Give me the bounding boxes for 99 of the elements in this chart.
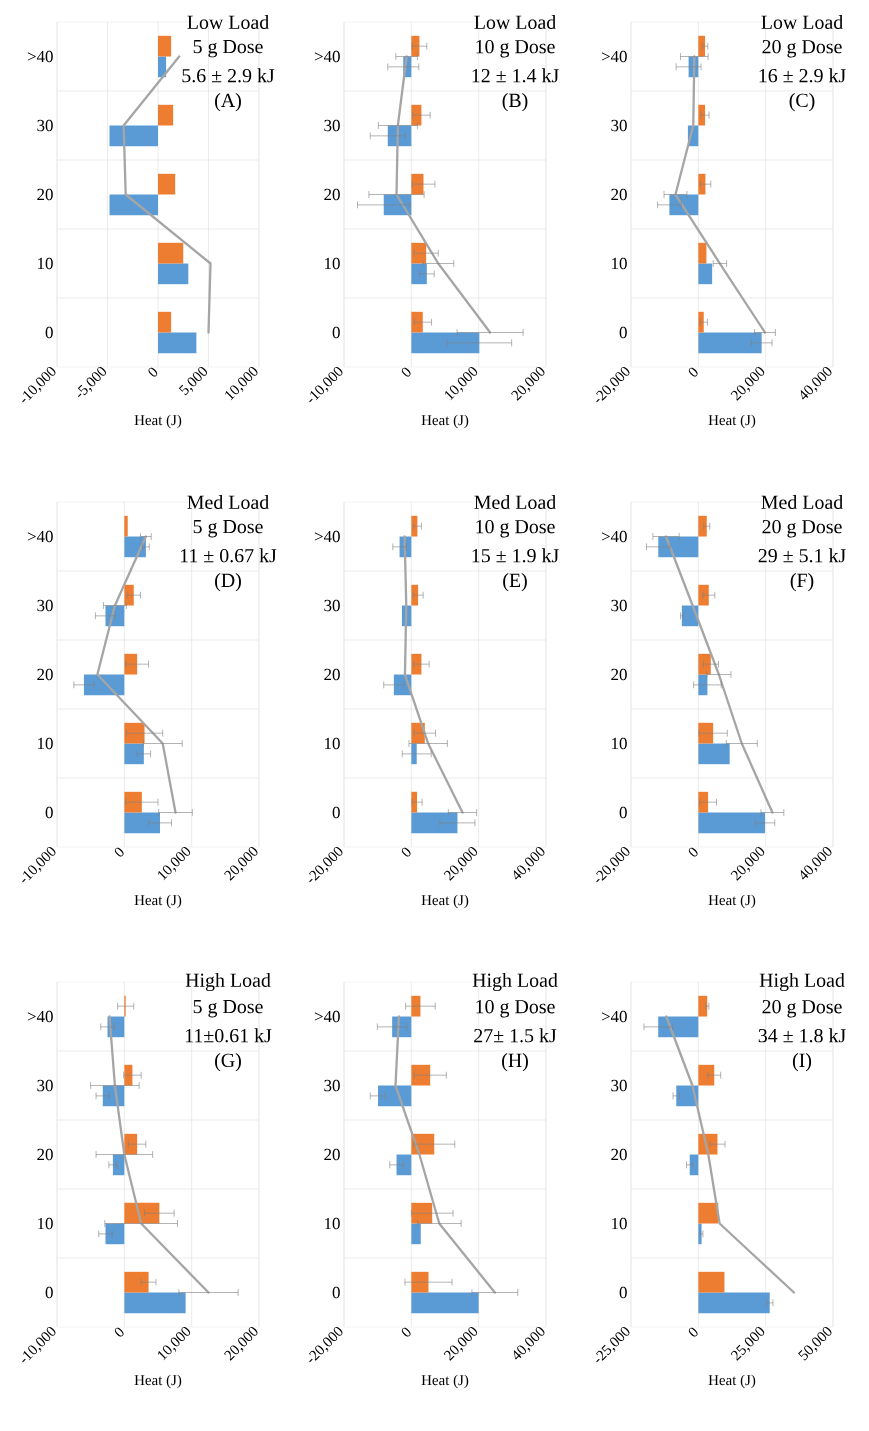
annotation: 5.6 ± 2.9 kJ	[182, 68, 275, 83]
y-tick-label: >40	[314, 50, 340, 63]
annotation: 11 ± 0.67 kJ	[180, 548, 277, 563]
annotation: 27± 1.5 kJ	[474, 1028, 557, 1043]
x-axis-title: Heat (J)	[708, 894, 756, 909]
chart-title: High Load	[185, 972, 271, 992]
y-tick-label: >40	[601, 530, 627, 543]
chart-title: Med Load	[761, 494, 843, 510]
annotation: (A)	[215, 93, 241, 112]
y-tick-label: 20	[324, 188, 340, 201]
y-tick-label: 10	[612, 737, 627, 750]
text: 5 g Dose	[193, 1000, 263, 1018]
x-axis-title: Heat (J)	[421, 1374, 469, 1389]
y-tick-label: 30	[611, 1079, 627, 1092]
text: 10 g Dose	[476, 999, 555, 1018]
y-tick-label: 30	[37, 119, 53, 132]
x-axis-title: Heat (J)	[134, 1374, 182, 1389]
annotation: (I)	[792, 1053, 812, 1072]
annotation: 16 ± 2.9 kJ	[759, 68, 846, 83]
y-tick-label: 20	[324, 1148, 340, 1161]
x-tick-label: 0	[401, 1327, 411, 1337]
annotation: 29 ± 5.1 kJ	[758, 548, 846, 563]
annotation: 15 ± 1.9 kJ	[472, 548, 559, 563]
x-tick-label: 0	[401, 847, 411, 857]
y-tick-label: 30	[37, 1079, 53, 1092]
text: 5 g Dose	[193, 40, 263, 58]
x-tick-label: 0	[688, 1327, 698, 1337]
y-tick-label: 10	[38, 737, 53, 750]
y-tick-label: 10	[325, 257, 340, 270]
y-tick-label: 30	[324, 1079, 340, 1092]
y-tick-label: 20	[611, 668, 627, 681]
y-tick-label: 10	[612, 257, 627, 270]
chart-title: High Load	[472, 972, 558, 992]
text: 20 g Dose	[762, 999, 842, 1018]
x-tick-label: 0	[688, 847, 698, 857]
chart-title: Low Load	[474, 14, 556, 29]
y-tick-label: >40	[314, 1010, 340, 1023]
annotation: (D)	[215, 573, 241, 592]
y-tick-label: 20	[324, 668, 340, 681]
y-tick-label: 0	[332, 806, 340, 819]
annotation: (C)	[789, 93, 815, 112]
y-tick-label: 0	[45, 806, 53, 819]
y-tick-label: 10	[38, 257, 53, 270]
x-tick-label: 0	[688, 367, 698, 377]
text: 5 g Dose	[193, 520, 263, 538]
x-axis-title: Heat (J)	[708, 1374, 756, 1389]
chart-title: High Load	[759, 972, 845, 992]
annotation: 11±0.61 kJ	[185, 1028, 272, 1043]
x-tick-label: 0	[148, 367, 158, 377]
annotation: 12 ± 1.4 kJ	[472, 68, 559, 83]
chart-title: Med Load	[474, 494, 556, 510]
annotation: (G)	[215, 1053, 241, 1072]
y-tick-label: 0	[619, 1286, 627, 1299]
x-tick-label: 0	[114, 1327, 124, 1337]
y-tick-label: 0	[619, 806, 627, 819]
annotation: 34 ± 1.8 kJ	[758, 1028, 846, 1043]
x-axis-title: Heat (J)	[421, 894, 469, 909]
x-axis-title: Heat (J)	[134, 894, 182, 909]
y-tick-label: 0	[332, 326, 340, 339]
y-tick-label: 30	[611, 119, 627, 132]
x-tick-label: 0	[401, 367, 411, 377]
y-tick-label: >40	[27, 1010, 53, 1023]
y-tick-label: 0	[45, 1286, 53, 1299]
chart-title: Low Load	[187, 14, 269, 29]
text: 10 g Dose	[476, 39, 555, 58]
annotation: (F)	[790, 573, 814, 592]
y-tick-label: 30	[611, 599, 627, 612]
y-tick-label: >40	[601, 1010, 627, 1023]
y-tick-label: 0	[619, 326, 627, 339]
x-axis-title: Heat (J)	[708, 414, 756, 429]
y-tick-label: 30	[324, 119, 340, 132]
x-axis-title: Heat (J)	[134, 414, 182, 429]
x-tick-label: 0	[114, 847, 124, 857]
y-tick-label: 20	[37, 668, 53, 681]
chart-title: Med Load	[187, 494, 269, 510]
chart-title: Low Load	[761, 14, 843, 29]
text: 20 g Dose	[762, 519, 842, 538]
annotation: (H)	[502, 1053, 528, 1072]
y-tick-label: 20	[37, 188, 53, 201]
y-tick-label: 10	[612, 1217, 627, 1230]
y-tick-label: 10	[325, 1217, 340, 1230]
annotation: (B)	[502, 93, 528, 112]
y-tick-label: 10	[38, 1217, 53, 1230]
y-tick-label: 30	[324, 599, 340, 612]
y-tick-label: 20	[611, 188, 627, 201]
x-axis-title: Heat (J)	[421, 414, 469, 429]
text: 10 g Dose	[476, 519, 555, 538]
annotation: (E)	[503, 573, 527, 592]
y-tick-label: >40	[27, 50, 53, 63]
text: 20 g Dose	[762, 39, 842, 58]
y-tick-label: >40	[601, 50, 627, 63]
y-tick-label: 20	[37, 1148, 53, 1161]
y-tick-label: 10	[325, 737, 340, 750]
y-tick-label: >40	[314, 530, 340, 543]
y-tick-label: 0	[45, 326, 53, 339]
y-tick-label: 30	[37, 599, 53, 612]
y-tick-label: 20	[611, 1148, 627, 1161]
y-tick-label: >40	[27, 530, 53, 543]
y-tick-label: 0	[332, 1286, 340, 1299]
